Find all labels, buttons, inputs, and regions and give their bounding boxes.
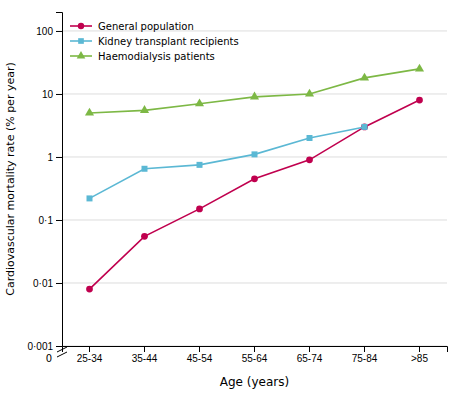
legend-label: Kidney transplant recipients	[98, 36, 239, 47]
y-tick-label: 0·001	[27, 341, 53, 352]
grid	[62, 31, 447, 346]
series-point	[85, 108, 94, 116]
series-point	[141, 233, 148, 240]
x-tick: 45-54	[187, 346, 213, 364]
legend-marker	[77, 51, 86, 58]
x-tick-mark	[419, 346, 420, 352]
x-tick-label: 45-54	[187, 353, 213, 364]
axis-break-mark	[57, 352, 67, 357]
x-axis-line	[63, 347, 448, 353]
series-point	[197, 162, 203, 168]
x-tick-mark	[199, 346, 200, 352]
series-point	[307, 135, 313, 141]
legend-item: General population	[70, 21, 194, 32]
y-tick-label: 10	[42, 89, 54, 100]
chart: 0·001 0·01 0·1 1 10 100 25-34 35-44 45-54 55-64 65…	[0, 0, 461, 396]
x-axis: 25-34 35-44 45-54 55-64 65-74 75-84 >85	[63, 346, 448, 364]
series-point	[360, 73, 369, 81]
y-tick: 100	[36, 26, 62, 37]
series-point	[361, 124, 368, 131]
x-tick: 35-44	[132, 346, 158, 364]
series-point	[415, 64, 424, 72]
y-axis-title: Cardiovascular mortality rate (% per yea…	[4, 62, 17, 295]
series-point	[140, 105, 149, 113]
x-tick-label: 25-34	[77, 353, 103, 364]
series-point	[306, 156, 313, 163]
legend-marker	[78, 23, 84, 29]
series-point	[305, 89, 314, 97]
y-tick-label: 0·1	[39, 215, 54, 226]
x-tick-mark	[364, 346, 365, 352]
y-tick-label: 1	[47, 152, 53, 163]
series-point	[416, 97, 423, 104]
series-point	[362, 124, 368, 130]
x-tick: 65-74	[297, 346, 323, 364]
x-tick-mark	[89, 346, 90, 352]
y-axis-line	[56, 13, 63, 347]
series-line	[90, 127, 365, 198]
x-tick: 55-64	[242, 346, 268, 364]
y-tick-mark	[56, 220, 62, 221]
axis-break	[57, 347, 67, 357]
plot: 0·001 0·01 0·1 1 10 100 25-34 35-44 45-54 55-64 65…	[27, 13, 447, 365]
grid-line	[62, 219, 447, 220]
x-tick-label: 55-64	[242, 353, 268, 364]
axis-break-mark	[57, 347, 67, 352]
legend-label: Haemodialysis patients	[98, 51, 215, 62]
y-tick-mark	[56, 31, 62, 32]
x-tick-mark	[254, 346, 255, 352]
grid-line	[62, 282, 447, 283]
y-tick-mark	[56, 283, 62, 284]
legend: General population Kidney transplant reci…	[70, 21, 239, 62]
y-tick-label: 100	[36, 26, 53, 37]
series-line	[90, 69, 420, 113]
series-point	[87, 195, 93, 201]
x-tick-label: 35-44	[132, 353, 158, 364]
marks	[85, 64, 424, 293]
legend-marker	[78, 38, 84, 44]
x-tick: 75-84	[352, 346, 378, 364]
x-tick: 25-34	[77, 346, 103, 364]
legend-item: Kidney transplant recipients	[70, 36, 239, 47]
series-point	[195, 98, 204, 106]
y-axis: 0·001 0·01 0·1 1 10 100	[27, 13, 62, 352]
x-tick-mark	[309, 346, 310, 352]
y-tick: 0·01	[33, 278, 62, 289]
series-point	[250, 92, 259, 100]
series-point	[251, 175, 258, 182]
y-tick: 0·1	[39, 215, 62, 226]
y-tick: 0·001	[27, 341, 62, 352]
legend-item: Haemodialysis patients	[70, 51, 215, 62]
annotation: 0	[46, 353, 52, 364]
x-tick-label: 65-74	[297, 353, 323, 364]
series-point	[86, 286, 93, 293]
y-tick: 10	[42, 89, 62, 100]
y-tick-label: 0·01	[33, 278, 53, 289]
legend-label: General population	[98, 21, 194, 32]
series-point	[142, 166, 148, 172]
series-point	[252, 151, 258, 157]
x-tick-label: 75-84	[352, 353, 378, 364]
x-axis-title: Age (years)	[220, 375, 289, 389]
y-tick-mark	[56, 157, 62, 158]
y-tick: 1	[47, 152, 62, 163]
series-line	[90, 100, 420, 289]
x-tick: >85	[411, 346, 428, 364]
series-point	[196, 206, 203, 213]
x-tick-label: >85	[411, 353, 428, 364]
y-tick-mark	[56, 346, 62, 347]
x-tick-mark	[144, 346, 145, 352]
y-tick-mark	[56, 94, 62, 95]
